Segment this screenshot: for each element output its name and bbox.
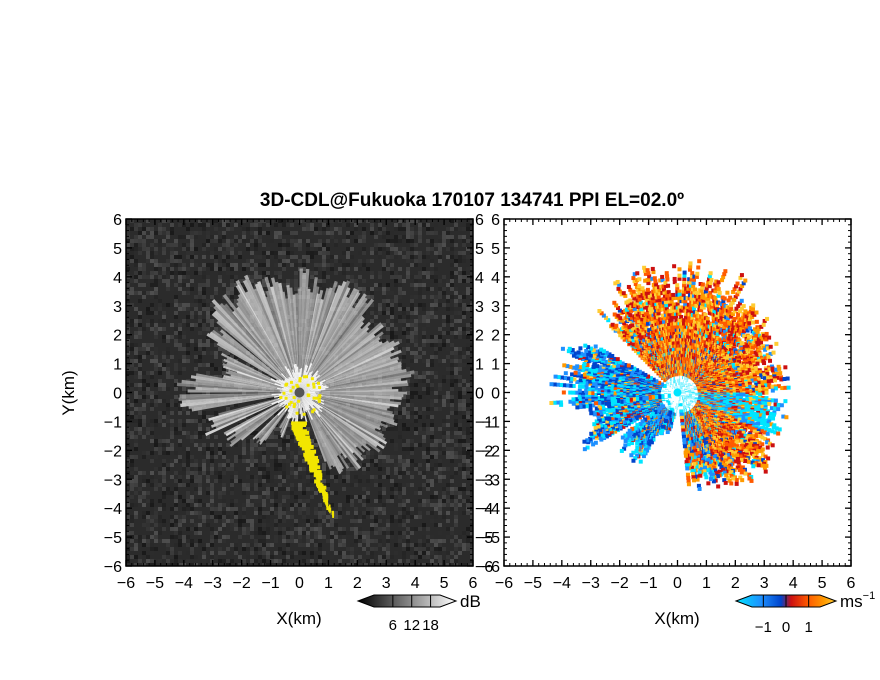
x-tick-label: −1: [261, 575, 279, 592]
x-tick-label: −1: [639, 575, 657, 592]
y-tick-label-right: 5: [475, 241, 484, 258]
y-tick-label: −3: [482, 472, 500, 489]
left-highlight-echo: [279, 375, 335, 518]
y-tick-label-right: −5: [475, 530, 493, 547]
y-tick-label-right: −4: [475, 501, 493, 518]
y-tick-label: 6: [113, 212, 122, 229]
y-tick-label-right: −6: [475, 559, 493, 576]
x-tick-label: −6: [495, 575, 513, 592]
x-tick-label: 4: [411, 575, 420, 592]
y-tick-label: 5: [113, 241, 122, 258]
x-tick-label: 3: [382, 575, 391, 592]
y-tick-label: −1: [482, 414, 500, 431]
x-tick-label: 5: [818, 575, 827, 592]
y-tick-label-right: −2: [475, 443, 493, 460]
y-tick-label: −6: [482, 559, 500, 576]
colorbar-tick-label: 1: [804, 619, 812, 636]
y-tick-label: 0: [113, 386, 122, 403]
y-tick-label: 0: [491, 386, 500, 403]
y-tick-label: −5: [482, 530, 500, 547]
y-tick-label: 4: [113, 270, 122, 287]
y-tick-label: 2: [113, 328, 122, 345]
left-colorbar-unit: dB: [460, 592, 481, 611]
chart-title: 3D-CDL@Fukuoka 170107 134741 PPI EL=02.0…: [260, 190, 684, 211]
x-tick-label: −5: [146, 575, 164, 592]
colorbar-tick-label: 12: [403, 617, 420, 634]
y-tick-label-right: 4: [475, 270, 484, 287]
x-tick-label: 4: [789, 575, 798, 592]
x-tick-label: −6: [117, 575, 135, 592]
y-tick-label-right: −3: [475, 472, 493, 489]
y-tick-label: −4: [104, 501, 122, 518]
y-tick-label: −4: [482, 501, 500, 518]
x-tick-label: −5: [524, 575, 542, 592]
x-tick-label: −3: [582, 575, 600, 592]
y-tick-label-right: 6: [475, 212, 484, 229]
y-tick-label: −1: [104, 414, 122, 431]
x-tick-label: 1: [702, 575, 711, 592]
right-axis-ticks: −6−6 −5 −5 −4 −4 −3 −3 −2 −2 −1 −1 0 0 1 1 2 2 3 3 4 4 5 5 6 6: [482, 212, 856, 592]
y-tick-label-right: 3: [475, 299, 484, 316]
x-tick-label: 2: [731, 575, 740, 592]
right-colorbar-unit: ms−1: [840, 590, 875, 611]
y-tick-label: 1: [491, 357, 500, 374]
lidar-site-marker: [294, 387, 305, 398]
x-tick-label: 0: [295, 575, 304, 592]
y-tick-label-right: 1: [475, 357, 484, 374]
x-tick-label: 5: [440, 575, 449, 592]
y-tick-label: 1: [113, 357, 122, 374]
y-tick-label: 2: [491, 328, 500, 345]
y-tick-label: −5: [104, 530, 122, 547]
x-tick-label: −3: [204, 575, 222, 592]
x-tick-label: 2: [353, 575, 362, 592]
y-tick-label-right: 2: [475, 328, 484, 345]
x-tick-label: 0: [673, 575, 682, 592]
y-tick-label: −3: [104, 472, 122, 489]
x-tick-label: −2: [611, 575, 629, 592]
x-tick-label: 6: [847, 575, 856, 592]
right-velocity-field: [549, 259, 791, 491]
y-tick-label: −6: [104, 559, 122, 576]
y-tick-label: 6: [491, 212, 500, 229]
y-tick-label: 4: [491, 270, 500, 287]
left-panel: −6−6 −6−5−5 −5−4−4 −4−3−3 −3−2−2 −2−1−1 −100 01…: [59, 212, 493, 634]
y-tick-label-right: −1: [475, 414, 493, 431]
y-tick-label: −2: [482, 443, 500, 460]
y-tick-label: −2: [104, 443, 122, 460]
x-tick-label: −4: [553, 575, 571, 592]
left-axis-ticks: −6−6 −6−5−5 −5−4−4 −4−3−3 −3−2−2 −2−1−1 −100 01…: [104, 212, 494, 592]
left-echo-rays: [176, 268, 415, 475]
y-tick-label: 3: [113, 299, 122, 316]
x-tick-label: 6: [469, 575, 478, 592]
x-tick-label: 1: [324, 575, 333, 592]
colorbar-tick-label: 0: [782, 619, 790, 636]
x-tick-label: 3: [760, 575, 769, 592]
left-y-axis-label: Y(km): [59, 370, 78, 415]
y-tick-label: 3: [491, 299, 500, 316]
left-colorbar: 6 12 18 dB: [356, 592, 481, 634]
x-tick-label: −4: [175, 575, 193, 592]
right-colorbar: −1 0 1 ms−1: [734, 590, 875, 636]
colorbar-tick-label: 18: [422, 617, 439, 634]
colorbar-tick-label: 6: [389, 617, 397, 634]
colorbar-tick-label: −1: [755, 619, 772, 636]
y-tick-label-right: 0: [475, 386, 484, 403]
left-x-axis-label: X(km): [276, 609, 321, 628]
x-tick-label: −2: [233, 575, 251, 592]
y-tick-label: 5: [491, 241, 500, 258]
right-x-axis-label: X(km): [654, 609, 699, 628]
